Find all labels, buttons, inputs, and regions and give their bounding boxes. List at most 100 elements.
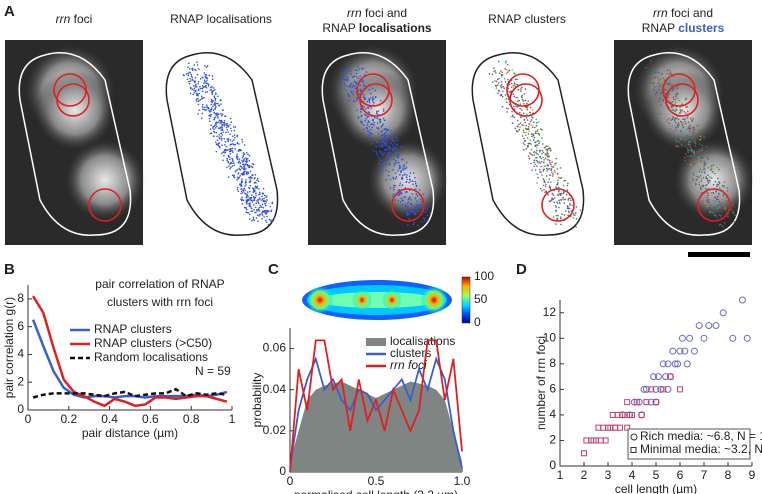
localisation <box>567 197 570 200</box>
localisation <box>516 78 518 81</box>
localisation <box>247 172 250 175</box>
localisation <box>532 109 534 111</box>
localisation <box>406 214 408 216</box>
localisation <box>247 153 249 156</box>
localisation <box>250 210 252 212</box>
localisation <box>407 205 409 208</box>
localisation <box>660 67 662 70</box>
localisation <box>257 198 259 201</box>
localisation <box>397 169 400 172</box>
image-bg <box>458 40 596 245</box>
localisation <box>550 169 552 171</box>
localisation <box>241 196 243 199</box>
localisation <box>246 200 249 202</box>
localisation <box>220 114 223 117</box>
localisation <box>656 91 659 94</box>
localisation <box>196 73 199 76</box>
point <box>643 399 650 406</box>
localisation <box>205 84 207 87</box>
localisation <box>716 207 718 210</box>
localisation <box>249 199 252 201</box>
point <box>602 437 609 444</box>
localisation <box>711 171 714 173</box>
localisation <box>215 125 218 128</box>
localisation <box>407 198 410 201</box>
localisation <box>732 223 735 225</box>
localisation <box>408 218 410 220</box>
localisation <box>531 154 534 157</box>
x-tick-label: 3 <box>605 468 612 482</box>
localisation <box>530 133 533 135</box>
y-tick-label: 6 <box>549 382 556 396</box>
localisation <box>190 87 192 90</box>
localisation <box>673 116 675 119</box>
localisation <box>206 77 208 80</box>
localisation <box>722 225 724 228</box>
localisation <box>370 107 373 109</box>
localisation <box>693 126 695 129</box>
localisation <box>684 145 687 147</box>
localisation <box>380 130 382 133</box>
localisation <box>693 151 695 154</box>
localisation <box>657 76 659 79</box>
localisation <box>258 207 261 209</box>
localisation <box>245 152 248 154</box>
localisation <box>222 131 224 134</box>
localisation <box>257 220 259 223</box>
point <box>638 411 645 418</box>
localisation <box>198 92 201 95</box>
localisation <box>700 156 703 158</box>
localisation <box>248 186 250 189</box>
localisation <box>408 197 411 200</box>
localisation <box>193 85 195 87</box>
localisation <box>684 159 686 162</box>
localisation <box>691 149 693 151</box>
y-tick-label: 10 <box>543 330 557 344</box>
y-tick-label: 0 <box>549 458 556 472</box>
localisation <box>371 126 374 128</box>
localisation <box>373 121 375 124</box>
image-title: RNAP localisations <box>170 12 272 26</box>
localisation <box>199 78 202 80</box>
localisation <box>524 99 527 102</box>
localisation <box>426 219 429 222</box>
localisation <box>570 199 572 202</box>
localisation <box>255 194 257 197</box>
point <box>677 386 683 393</box>
localisation <box>215 150 218 153</box>
localisation <box>553 169 556 172</box>
localisation <box>221 124 223 127</box>
localisation <box>679 109 682 111</box>
localisation <box>229 138 232 141</box>
localisation <box>367 111 370 113</box>
localisation <box>365 118 367 120</box>
localisation <box>571 204 573 207</box>
localisation <box>701 147 704 150</box>
localisation <box>213 117 216 119</box>
localisation <box>380 135 382 137</box>
localisation <box>555 157 558 160</box>
localisation <box>547 158 550 161</box>
localisation <box>669 71 672 74</box>
localisation <box>549 149 552 151</box>
localisation <box>519 103 522 105</box>
localisation <box>224 148 226 151</box>
localisation <box>252 218 255 221</box>
localisation <box>271 202 274 205</box>
localisation <box>349 86 352 89</box>
localisation <box>726 186 728 189</box>
localisation <box>505 72 508 75</box>
localisation <box>402 168 405 171</box>
localisation <box>508 83 511 86</box>
x-tick-label: 0.4 <box>101 412 118 426</box>
localisation <box>259 204 262 207</box>
localisation <box>526 119 529 121</box>
localisation <box>390 142 392 145</box>
colorbar-label: 50 <box>474 292 488 306</box>
localisation <box>215 143 218 145</box>
localisation <box>212 130 215 133</box>
localisation <box>389 148 391 150</box>
localisation <box>228 158 231 161</box>
point <box>676 347 684 355</box>
localisation <box>213 96 216 99</box>
